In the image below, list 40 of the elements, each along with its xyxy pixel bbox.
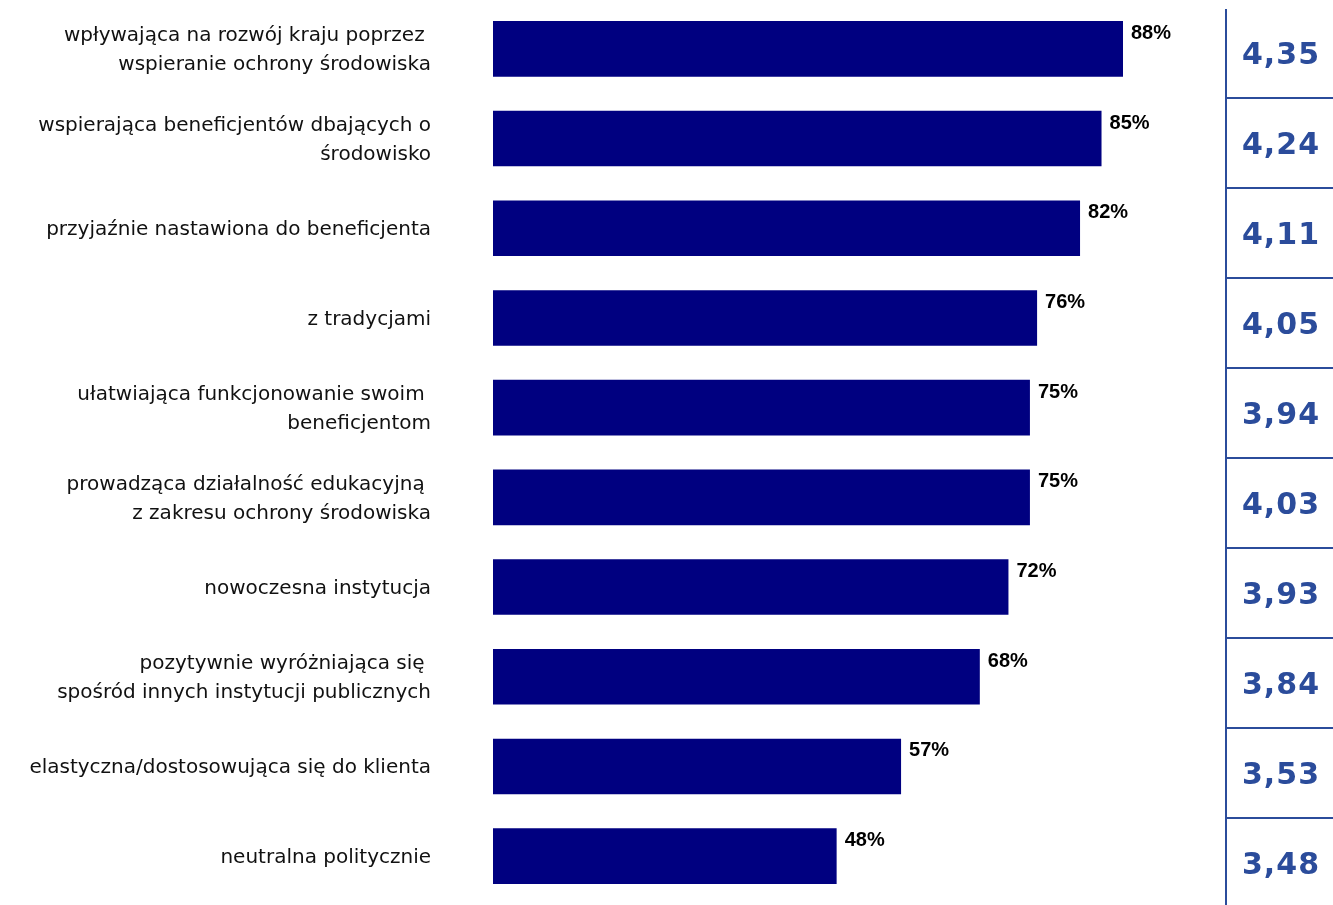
bar [493,110,1102,167]
text: 4,03 [1227,459,1333,549]
text: 3,48 [1241,844,1321,883]
y-tick-label: z tradycjami [307,305,431,330]
bar [493,200,1081,257]
bar [493,469,1030,526]
bar [493,828,837,884]
data-label: 76% [1045,289,1086,312]
y-tick-label: wspierająca beneficjentów dbających o środowisko [38,112,431,166]
text: 3,84 [1227,639,1333,729]
y-tick-label: pozytywnie wyróżniająca się spośród innych instytucji publicznych [57,650,431,704]
y-tick-label: neutralna politycznie [220,844,431,869]
bar [493,379,1030,436]
data-label: 82% [1088,200,1129,223]
text: 4,05 [1227,279,1333,369]
y-tick-label: nowoczesna instytucja [204,575,431,600]
text: 4,35 [1227,9,1333,99]
y-tick-label: elastyczna/dostosowująca się do klienta [29,754,431,779]
data-label: 85% [1109,110,1150,133]
text: 4,11 [1227,189,1333,279]
bar [493,559,1009,615]
data-label: 48% [844,828,885,851]
data-label: 88% [1131,20,1172,43]
text: 3,53 [1227,729,1333,819]
y-tick-label: przyjaźnie nastawiona do beneficjenta [46,216,431,241]
text: 3,94 [1227,369,1333,459]
y-tick-label: wpływająca na rozwój kraju poprzez wspieranie ochrony środowiska [63,22,431,76]
data-label: 75% [1037,469,1079,492]
data-label: 57% [909,738,950,761]
y-tick-label: prowadząca działalność edukacyjną z zakresu ochrony środowiska [66,470,431,524]
text: 3,93 [1227,549,1333,639]
bar [493,648,980,705]
text: 4,24 [1227,99,1333,189]
bar [493,21,1123,77]
data-label: 68% [987,648,1029,671]
data-label: 72% [1016,559,1057,582]
bar [493,290,1038,346]
y-tick-label: ułatwiająca funkcjonowanie swoim beneficjentom [77,381,431,435]
bar [493,738,902,795]
data-label: 75% [1037,379,1079,402]
